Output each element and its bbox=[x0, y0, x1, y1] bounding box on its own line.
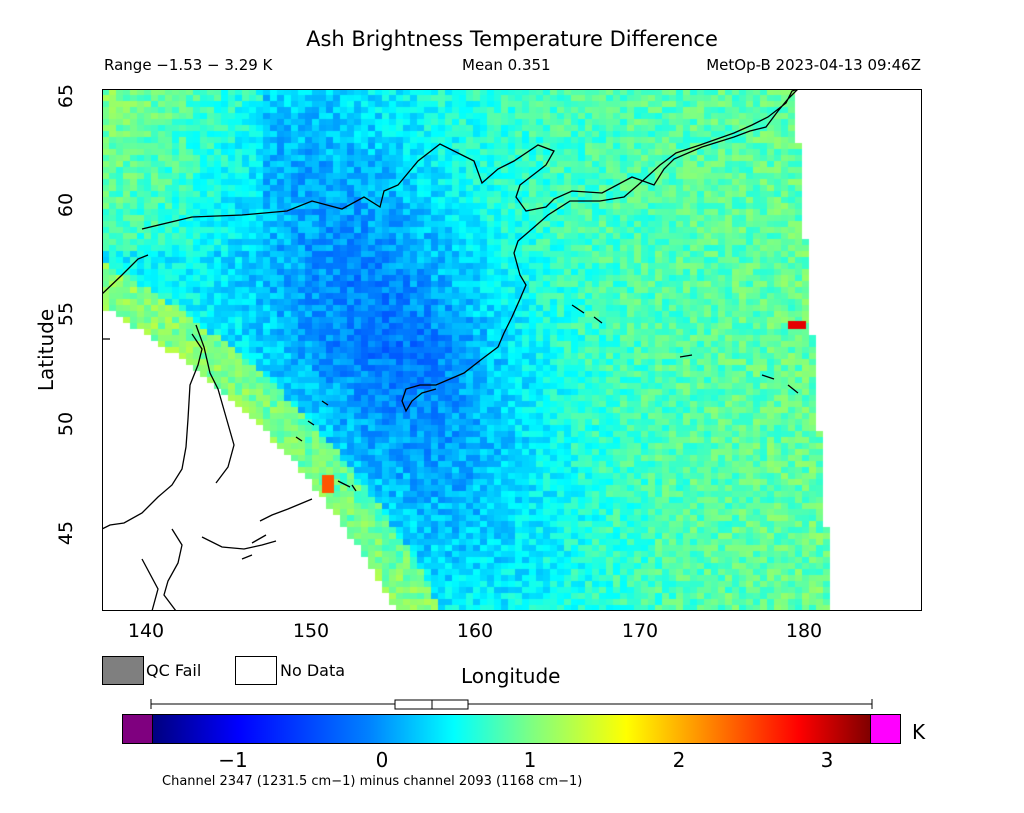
colorbar-tick: 0 bbox=[375, 748, 389, 772]
y-tick-label: 65 bbox=[55, 83, 77, 109]
map-title: Ash Brightness Temperature Difference bbox=[306, 27, 718, 51]
y-tick-label: 55 bbox=[55, 301, 77, 327]
y-tick-label: 45 bbox=[55, 520, 77, 546]
x-axis-label: Longitude bbox=[461, 664, 561, 688]
no-data-swatch bbox=[235, 656, 277, 685]
colorbar-tick: 3 bbox=[820, 748, 834, 772]
sakhalin-hokkaido-coast bbox=[102, 254, 277, 611]
kuril-islands bbox=[241, 400, 357, 560]
y-tick-label: 50 bbox=[55, 411, 77, 437]
y-tick-label: 60 bbox=[55, 192, 77, 218]
distribution-boxplot bbox=[150, 699, 873, 710]
x-tick-label: 170 bbox=[621, 620, 659, 642]
colorbar-unit: K bbox=[912, 720, 926, 744]
qc-fail-swatch bbox=[102, 656, 144, 685]
x-tick-label: 140 bbox=[127, 620, 165, 642]
colorbar bbox=[122, 714, 901, 744]
x-tick-label: 150 bbox=[292, 620, 330, 642]
colorbar-tick: −1 bbox=[218, 748, 248, 772]
map-plot-area bbox=[102, 89, 922, 611]
y-axis-label: Latitude bbox=[34, 308, 58, 392]
coastlines bbox=[102, 89, 799, 611]
kamchatka-coastline bbox=[141, 89, 799, 413]
brightness-temperature-swath bbox=[102, 89, 922, 611]
channel-caption: Channel 2347 (1231.5 cm−1) minus channel… bbox=[162, 774, 583, 789]
colorbar-tick: 2 bbox=[672, 748, 686, 772]
x-tick-label: 160 bbox=[456, 620, 494, 642]
colorbar-tick: 1 bbox=[523, 748, 537, 772]
x-tick-label: 180 bbox=[785, 620, 823, 642]
commander-aleutian-islands bbox=[571, 304, 799, 394]
satellite-timestamp: MetOp-B 2023-04-13 09:46Z bbox=[706, 56, 921, 74]
no-data-label: No Data bbox=[280, 661, 346, 680]
mean-readout: Mean 0.351 bbox=[462, 56, 551, 74]
qc-fail-label: QC Fail bbox=[146, 661, 202, 680]
range-readout: Range −1.53 − 3.29 K bbox=[104, 56, 273, 74]
